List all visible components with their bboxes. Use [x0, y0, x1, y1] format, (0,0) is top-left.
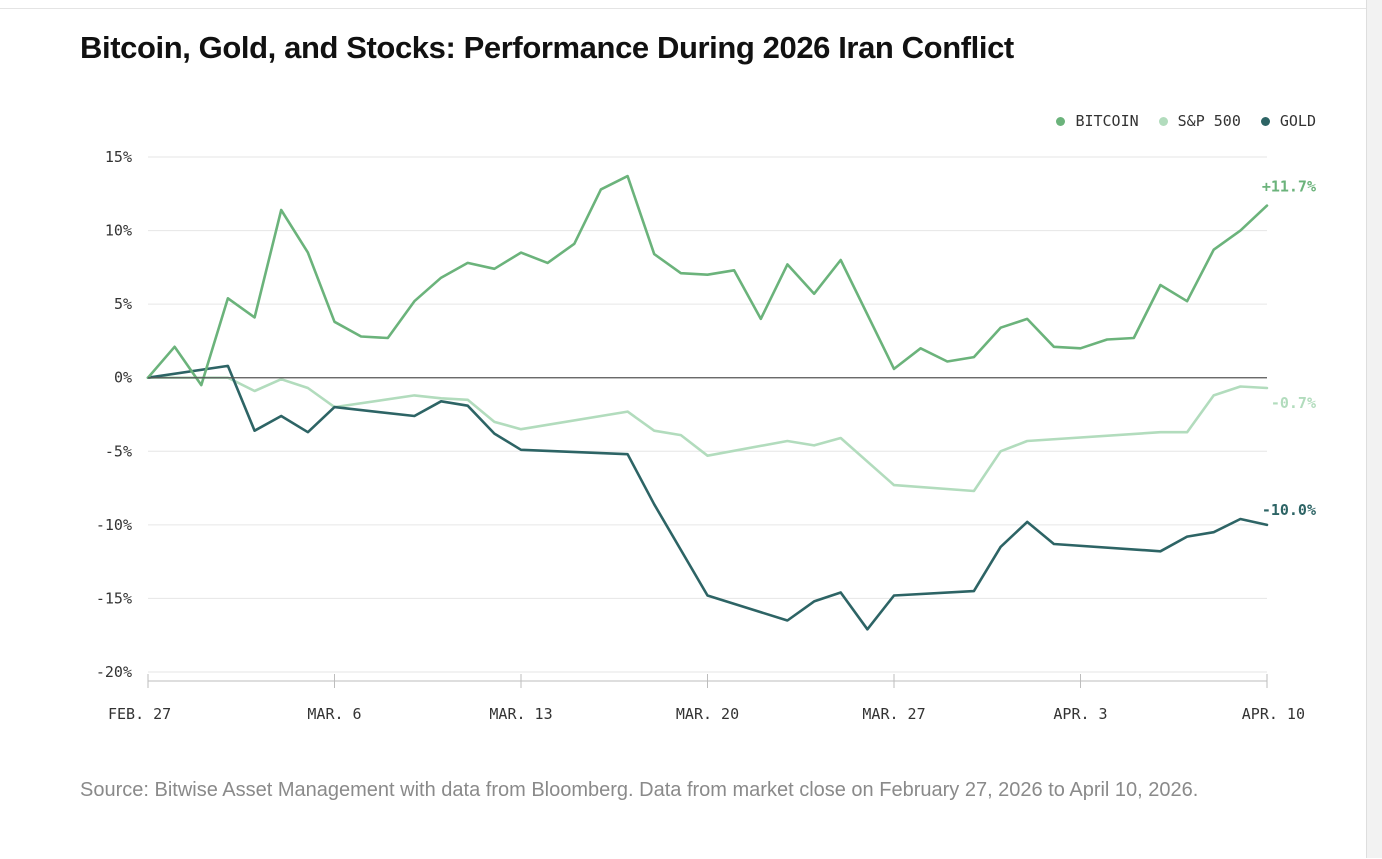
source-note: Source: Bitwise Asset Management with da… [80, 779, 1199, 801]
window-edge [1366, 0, 1382, 858]
y-tick-label: -15% [96, 589, 132, 607]
legend-item-gold: GOLD [1260, 112, 1316, 130]
y-tick-label: 10% [105, 222, 132, 240]
series-line-bitcoin [146, 174, 1269, 387]
legend-dot-gold-icon [1260, 116, 1270, 126]
y-tick-label: 15% [105, 148, 132, 166]
line-chart: 15% 10% 5% 0% -5% -10% -15% -20% FEB. 27 MAR. 6 MA… [96, 148, 1316, 723]
legend-label-gold: GOLD [1279, 112, 1316, 130]
series-line-s-p-500 [146, 376, 1269, 493]
chart-title: Bitcoin, Gold, and Stocks: Performance D… [80, 30, 1014, 65]
x-tick-label: APR. 10 [1242, 705, 1305, 723]
legend-dot-sp500-icon [1158, 116, 1168, 126]
x-tick-label: APR. 3 [1053, 705, 1107, 723]
y-tick-label: -5% [105, 442, 132, 460]
y-tick-label: 5% [114, 295, 132, 313]
y-tick-label: -20% [96, 663, 132, 681]
x-tick-label: FEB. 27 [108, 705, 171, 723]
x-tick-label: MAR. 13 [489, 705, 552, 723]
end-value-label: +11.7% [1262, 178, 1316, 196]
legend-dot-bitcoin-icon [1056, 116, 1066, 126]
legend-label-bitcoin: BITCOIN [1075, 112, 1139, 130]
legend-item-bitcoin: BITCOIN [1056, 112, 1139, 130]
y-tick-label: 0% [114, 369, 132, 387]
series-line-gold [146, 364, 1269, 631]
x-tick-label: MAR. 6 [307, 705, 361, 723]
x-tick-label: MAR. 20 [676, 705, 739, 723]
legend-item-sp500: S&P 500 [1158, 112, 1241, 130]
y-tick-label: -10% [96, 516, 132, 534]
legend: BITCOIN S&P 500 GOLD [1056, 112, 1316, 130]
legend-label-sp500: S&P 500 [1177, 112, 1241, 130]
end-value-label: -0.7% [1271, 394, 1316, 412]
x-tick-label: MAR. 27 [862, 705, 925, 723]
end-value-label: -10.0% [1262, 501, 1316, 519]
chart-card [0, 8, 1366, 859]
